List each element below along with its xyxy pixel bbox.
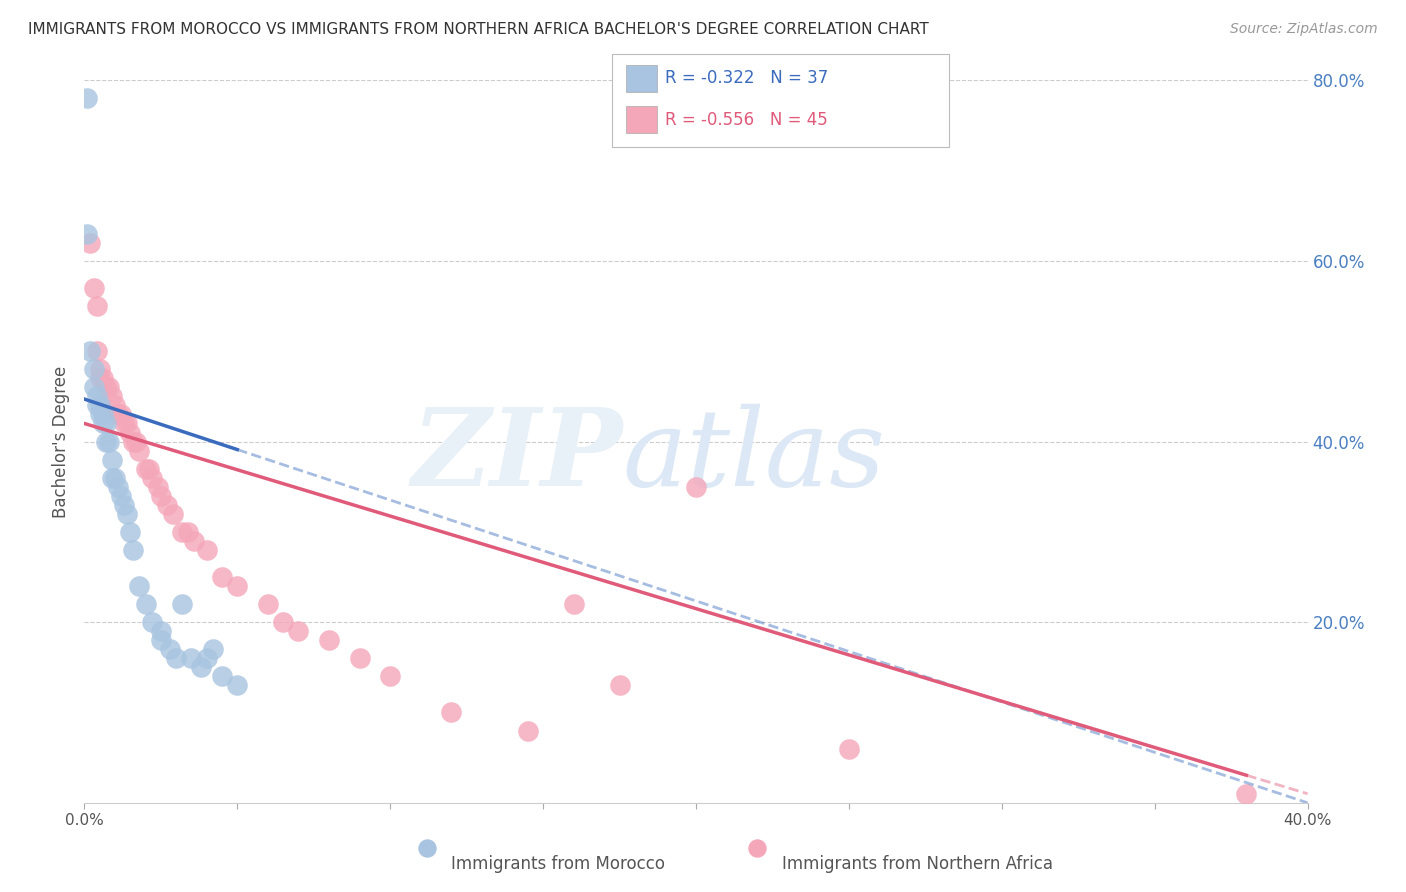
Point xyxy=(122,542,145,557)
Point xyxy=(149,633,172,648)
Point xyxy=(86,398,108,412)
Text: Source: ZipAtlas.com: Source: ZipAtlas.com xyxy=(1230,22,1378,37)
Point xyxy=(141,615,163,630)
Point xyxy=(104,398,127,412)
Point xyxy=(79,235,101,250)
Point xyxy=(97,434,120,449)
Point xyxy=(516,723,538,738)
Point xyxy=(94,417,117,431)
Point xyxy=(929,852,952,866)
Point xyxy=(159,642,181,657)
Point xyxy=(180,651,202,665)
Point xyxy=(101,452,124,467)
Point xyxy=(135,461,157,475)
Point xyxy=(91,371,114,385)
Point xyxy=(94,434,117,449)
Point xyxy=(83,380,105,394)
Point xyxy=(120,524,142,539)
Point xyxy=(101,389,124,403)
Point xyxy=(201,642,224,657)
Text: R = -0.556   N = 45: R = -0.556 N = 45 xyxy=(665,111,828,128)
Point xyxy=(190,660,212,674)
Point xyxy=(107,408,129,422)
Y-axis label: Bachelor's Degree: Bachelor's Degree xyxy=(52,366,70,517)
Point xyxy=(94,380,117,394)
Point xyxy=(318,633,340,648)
Point xyxy=(165,651,187,665)
Point xyxy=(149,624,172,639)
Text: R = -0.322   N = 37: R = -0.322 N = 37 xyxy=(665,70,828,87)
Text: IMMIGRANTS FROM MOROCCO VS IMMIGRANTS FROM NORTHERN AFRICA BACHELOR'S DEGREE COR: IMMIGRANTS FROM MOROCCO VS IMMIGRANTS FR… xyxy=(28,22,929,37)
Point xyxy=(110,489,132,503)
Point xyxy=(141,471,163,485)
Text: ZIP: ZIP xyxy=(411,403,623,509)
Point xyxy=(177,524,200,539)
Point xyxy=(76,227,98,241)
Point xyxy=(79,344,101,359)
Point xyxy=(257,597,280,611)
Point xyxy=(91,408,114,422)
Point xyxy=(122,434,145,449)
Point xyxy=(211,570,233,584)
Point xyxy=(97,380,120,394)
Point xyxy=(120,425,142,440)
Text: atlas: atlas xyxy=(623,403,886,508)
Point xyxy=(685,480,707,494)
Point xyxy=(110,408,132,422)
Point xyxy=(440,706,463,720)
Point xyxy=(172,597,194,611)
Point xyxy=(149,489,172,503)
Point xyxy=(125,434,148,449)
Point xyxy=(183,533,205,548)
Point xyxy=(1236,787,1258,801)
Point xyxy=(86,389,108,403)
Point xyxy=(86,299,108,313)
Point xyxy=(101,471,124,485)
Point xyxy=(128,443,150,458)
Point xyxy=(211,669,233,683)
Point xyxy=(89,398,111,412)
Point xyxy=(89,362,111,376)
Point xyxy=(83,281,105,295)
Point xyxy=(156,498,179,512)
Point xyxy=(107,480,129,494)
Text: Immigrants from Northern Africa: Immigrants from Northern Africa xyxy=(782,855,1053,872)
Point xyxy=(135,597,157,611)
Point xyxy=(128,579,150,593)
Point xyxy=(609,678,631,692)
Point xyxy=(380,669,402,683)
Point xyxy=(112,498,135,512)
Point xyxy=(76,91,98,105)
Point xyxy=(562,597,585,611)
Point xyxy=(226,678,249,692)
Point xyxy=(115,507,138,521)
Point xyxy=(195,651,218,665)
Point xyxy=(172,524,194,539)
Text: Immigrants from Morocco: Immigrants from Morocco xyxy=(451,855,665,872)
Point xyxy=(195,542,218,557)
Point xyxy=(349,651,371,665)
Point xyxy=(838,741,860,756)
Point xyxy=(89,408,111,422)
Point xyxy=(91,417,114,431)
Point xyxy=(115,417,138,431)
Point xyxy=(226,579,249,593)
Point xyxy=(162,507,184,521)
Point xyxy=(104,471,127,485)
Point xyxy=(271,615,294,630)
Point xyxy=(112,417,135,431)
Point xyxy=(146,480,169,494)
Point xyxy=(89,371,111,385)
Point xyxy=(83,362,105,376)
Point xyxy=(86,344,108,359)
Point xyxy=(138,461,160,475)
Point xyxy=(287,624,309,639)
